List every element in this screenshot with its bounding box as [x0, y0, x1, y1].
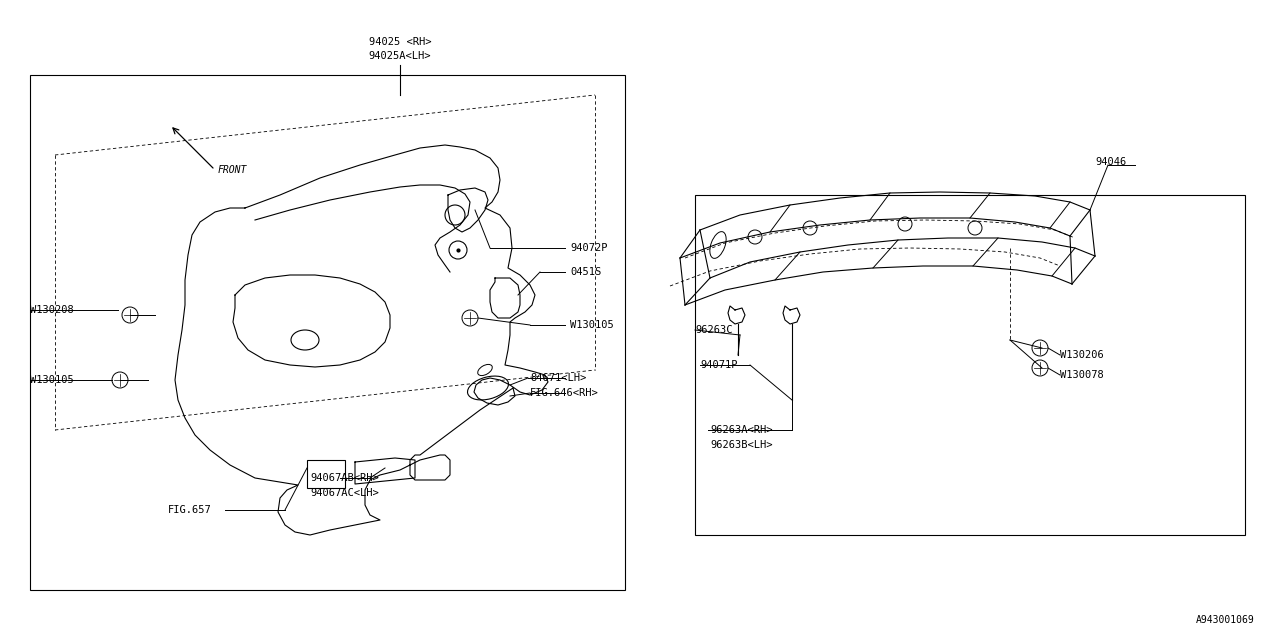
Text: W130078: W130078: [1060, 370, 1103, 380]
Text: 94025A<LH>: 94025A<LH>: [369, 51, 431, 61]
Text: 94072P: 94072P: [570, 243, 608, 253]
Bar: [695, 195, 1245, 535]
Text: 96263B<LH>: 96263B<LH>: [710, 440, 773, 450]
Text: W130105: W130105: [570, 320, 613, 330]
Text: 94046: 94046: [1094, 157, 1126, 167]
Bar: [29, 75, 625, 590]
Text: 94025 <RH>: 94025 <RH>: [369, 37, 431, 47]
Text: FRONT: FRONT: [218, 165, 247, 175]
Text: 94071P: 94071P: [700, 360, 737, 370]
Text: 96263C: 96263C: [695, 325, 732, 335]
Text: 94067AB<RH>: 94067AB<RH>: [310, 473, 379, 483]
Bar: [307, 460, 346, 488]
Text: A943001069: A943001069: [1197, 615, 1254, 625]
Text: 0451S: 0451S: [570, 267, 602, 277]
Text: FIG.646<RH>: FIG.646<RH>: [530, 388, 599, 398]
Text: FIG.657: FIG.657: [168, 505, 211, 515]
Text: W130208: W130208: [29, 305, 74, 315]
Text: 96263A<RH>: 96263A<RH>: [710, 425, 773, 435]
Text: 84671<LH>: 84671<LH>: [530, 373, 586, 383]
Text: W130105: W130105: [29, 375, 74, 385]
Text: W130206: W130206: [1060, 350, 1103, 360]
Text: 94067AC<LH>: 94067AC<LH>: [310, 488, 379, 498]
